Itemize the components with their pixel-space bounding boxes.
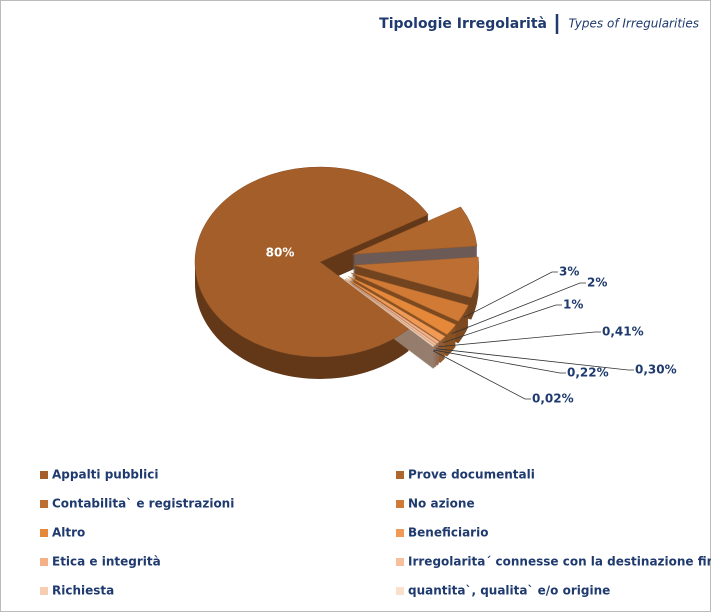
data-label: 2% (587, 276, 607, 290)
legend-label: Beneficiario (408, 526, 488, 540)
data-label: 1% (563, 298, 583, 312)
data-label: 80% (266, 246, 295, 260)
data-label: 0,41% (602, 325, 644, 339)
chart-title: Tipologie Irregolarità (379, 16, 547, 32)
slice (353, 256, 479, 298)
data-label: 0,22% (567, 366, 609, 380)
legend-swatch (40, 500, 48, 508)
leader-line (432, 350, 531, 400)
legend-swatch (40, 529, 48, 537)
legend-label: No azione (408, 497, 475, 511)
data-label: 0,02% (532, 392, 574, 406)
slice (345, 278, 440, 344)
leader-line (433, 349, 566, 374)
slice (344, 279, 434, 348)
legend-label: quantita`, qualita` e/o origine (408, 584, 610, 598)
leader-line (435, 348, 634, 371)
legend-label: Prove documentali (408, 468, 535, 482)
data-label: 3% (559, 265, 579, 279)
legend-label: Altro (52, 526, 85, 540)
chart-subtitle: Types of Irregularities (569, 17, 699, 31)
legend-swatch (396, 529, 404, 537)
legend-swatch (396, 558, 404, 566)
slice (346, 278, 446, 342)
legend-swatch (396, 500, 404, 508)
legend-swatch (40, 587, 48, 595)
slice (344, 279, 437, 346)
legend-label: Richiesta (52, 584, 114, 598)
legend-swatch (40, 558, 48, 566)
legend-label: Appalti pubblici (52, 468, 158, 482)
leader-line (463, 271, 558, 318)
slice (194, 166, 429, 358)
slice (350, 272, 469, 322)
data-label: 7% (492, 190, 512, 204)
leader-line (451, 282, 586, 335)
legend-swatch (40, 471, 48, 479)
data-label: 0,30% (635, 363, 677, 377)
legend-label: Contabilita` e registrazioni (52, 497, 234, 511)
slice-depth (344, 280, 435, 369)
data-label: 7% (514, 226, 534, 240)
slice (352, 206, 478, 255)
legend-label: Etica e integrità (52, 555, 161, 569)
legend-swatch (396, 587, 404, 595)
legend-label: Irregolarita´ connesse con la destinazio… (408, 555, 711, 569)
leader-line (438, 331, 601, 348)
leader-line (442, 304, 562, 344)
slice (347, 276, 457, 335)
legend-swatch (396, 471, 404, 479)
